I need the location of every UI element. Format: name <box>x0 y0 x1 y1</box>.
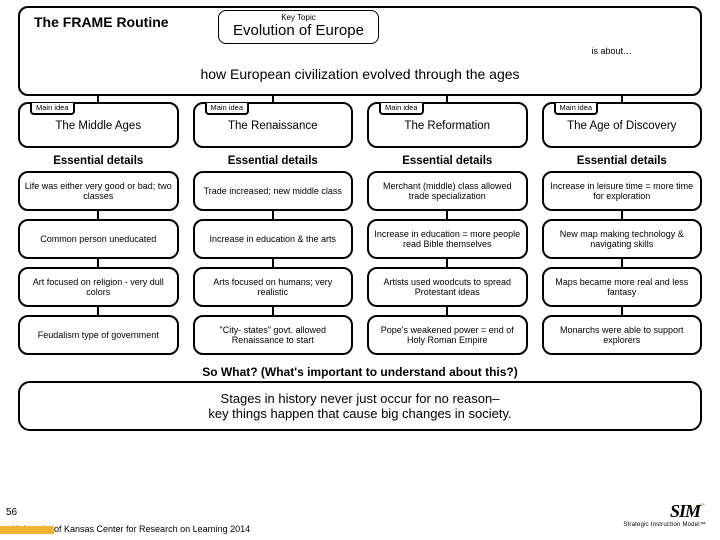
columns: Main ideaThe Middle AgesEssential detail… <box>18 102 702 355</box>
column: Main ideaThe Age of Discovery Essential d… <box>542 102 703 355</box>
essential-details-label: Essential details <box>367 155 528 167</box>
column: Main ideaThe Reformation Essential detail… <box>367 102 528 355</box>
about-text: how European civilization evolved throug… <box>28 66 692 82</box>
main-idea-text: The Reformation <box>375 116 520 132</box>
connector <box>272 259 274 267</box>
sowhat-line1: Stages in history never just occur for n… <box>28 391 692 406</box>
main-idea-tab: Main idea <box>379 103 424 115</box>
column: Main ideaThe Middle Ages Essential detail… <box>18 102 179 355</box>
main-idea-box: Main ideaThe Age of Discovery <box>542 102 703 148</box>
detail-box: Common person uneducated <box>18 219 179 259</box>
connector <box>621 259 623 267</box>
connector <box>446 307 448 315</box>
main-idea-tab: Main idea <box>205 103 250 115</box>
sim-logo: SIM <box>670 501 700 521</box>
detail-box: Trade increased; new middle class <box>193 171 354 211</box>
connector <box>621 307 623 315</box>
sim-logo-block: SIM‶ Strategic Instruction Model™ <box>623 501 706 528</box>
connector <box>272 211 274 219</box>
detail-box: "City- states" govt. allowed Renaissance… <box>193 315 354 355</box>
connector <box>446 259 448 267</box>
sowhat-line2: key things happen that cause big changes… <box>28 406 692 421</box>
detail-box: Life was either very good or bad; two cl… <box>18 171 179 211</box>
connector <box>97 307 99 315</box>
connector <box>272 307 274 315</box>
detail-box: Monarchs were able to support explorers <box>542 315 703 355</box>
main-idea-box: Main ideaThe Reformation <box>367 102 528 148</box>
attribution: University of Kansas Center for Research… <box>0 524 720 534</box>
main-idea-text: The Renaissance <box>201 116 346 132</box>
main-idea-tab: Main idea <box>30 103 75 115</box>
sowhat-label: So What? (What's important to understand… <box>18 365 702 379</box>
main-idea-text: The Age of Discovery <box>550 116 695 132</box>
connector <box>446 211 448 219</box>
main-idea-tab: Main idea <box>554 103 599 115</box>
essential-details-label: Essential details <box>542 155 703 167</box>
header-box: The FRAME Routine Key Topic Evolution of… <box>18 6 702 96</box>
key-topic-box: Key Topic Evolution of Europe <box>218 10 379 44</box>
sim-subtitle: Strategic Instruction Model™ <box>623 522 706 528</box>
detail-box: Feudalism type of government <box>18 315 179 355</box>
sowhat-box: Stages in history never just occur for n… <box>18 381 702 431</box>
detail-box: Pope's weakened power = end of Holy Roma… <box>367 315 528 355</box>
column: Main ideaThe Renaissance Essential detail… <box>193 102 354 355</box>
detail-box: Increase in education & the arts <box>193 219 354 259</box>
essential-details-label: Essential details <box>18 155 179 167</box>
main-idea-box: Main ideaThe Renaissance <box>193 102 354 148</box>
detail-box: Merchant (middle) class allowed trade sp… <box>367 171 528 211</box>
main-idea-text: The Middle Ages <box>26 116 171 132</box>
main-idea-box: Main ideaThe Middle Ages <box>18 102 179 148</box>
connector <box>621 211 623 219</box>
page-number: 56 <box>0 507 720 518</box>
connector <box>97 211 99 219</box>
footer: 56 University of Kansas Center for Resea… <box>0 507 720 534</box>
connector <box>97 259 99 267</box>
detail-box: New map making technology & navigating s… <box>542 219 703 259</box>
is-about-label: is about… <box>28 46 692 56</box>
accent-bar <box>0 526 54 534</box>
essential-details-label: Essential details <box>193 155 354 167</box>
detail-box: Arts focused on humans; very realistic <box>193 267 354 307</box>
detail-box: Artists used woodcuts to spread Protesta… <box>367 267 528 307</box>
key-topic-label: Key Topic <box>233 13 364 22</box>
detail-box: Increase in education = more people read… <box>367 219 528 259</box>
detail-box: Maps became more real and less fantasy <box>542 267 703 307</box>
detail-box: Increase in leisure time = more time for… <box>542 171 703 211</box>
routine-title: The FRAME Routine <box>28 12 218 30</box>
key-topic: Evolution of Europe <box>233 22 364 39</box>
detail-box: Art focused on religion - very dull colo… <box>18 267 179 307</box>
